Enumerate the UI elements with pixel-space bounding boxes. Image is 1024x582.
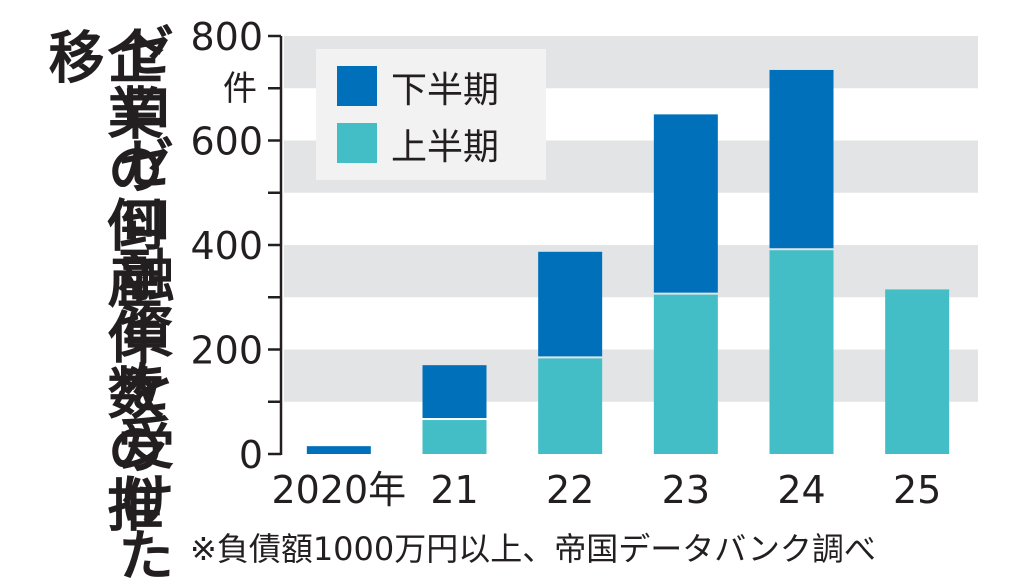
legend-swatch-first-half	[337, 123, 377, 163]
y-tick-label: 200	[190, 329, 263, 373]
bar-second-half	[653, 114, 718, 293]
bar-first-half	[885, 289, 950, 454]
bar-first-half	[538, 358, 603, 454]
legend: 下半期 上半期	[316, 49, 546, 180]
y-tick-label: 600	[190, 120, 263, 164]
y-tick-label: 800	[190, 15, 263, 59]
bar-second-half	[769, 69, 834, 249]
bar-second-half	[422, 365, 487, 419]
source-note: ※負債額1000万円以上、帝国データバンク調べ	[190, 530, 876, 568]
y-ticks: 0 200 400 600 800	[190, 15, 281, 477]
x-tick-label: 23	[662, 468, 710, 512]
x-tick-label: 25	[893, 468, 941, 512]
bar-first-half	[653, 294, 718, 454]
chart-title-line-1: 企業の倒産件数の推移	[39, 28, 163, 532]
x-tick-label: 24	[777, 468, 825, 512]
y-tick-label: 400	[190, 224, 263, 268]
bar-second-half	[306, 446, 371, 454]
x-tick-label: 22	[546, 468, 594, 512]
grid-band	[284, 245, 978, 298]
legend-swatch-second-half	[337, 66, 377, 106]
grid-band	[284, 349, 978, 402]
legend-label-second-half: 下半期	[391, 70, 499, 111]
chart-title-line-2: ゼロゼロ融資を受けた	[109, 22, 174, 582]
legend-label-first-half: 上半期	[391, 127, 499, 168]
x-tick-label: 2020年	[271, 468, 406, 512]
bars	[306, 69, 950, 454]
x-ticks: 2020年 21 22 23 24 25	[271, 468, 941, 512]
bar-first-half	[422, 420, 487, 454]
bar-second-half	[538, 251, 603, 357]
bar-first-half	[769, 250, 834, 454]
x-tick-label: 21	[430, 468, 478, 512]
y-unit-label: 件	[223, 69, 257, 109]
y-tick-label: 0	[239, 433, 263, 477]
